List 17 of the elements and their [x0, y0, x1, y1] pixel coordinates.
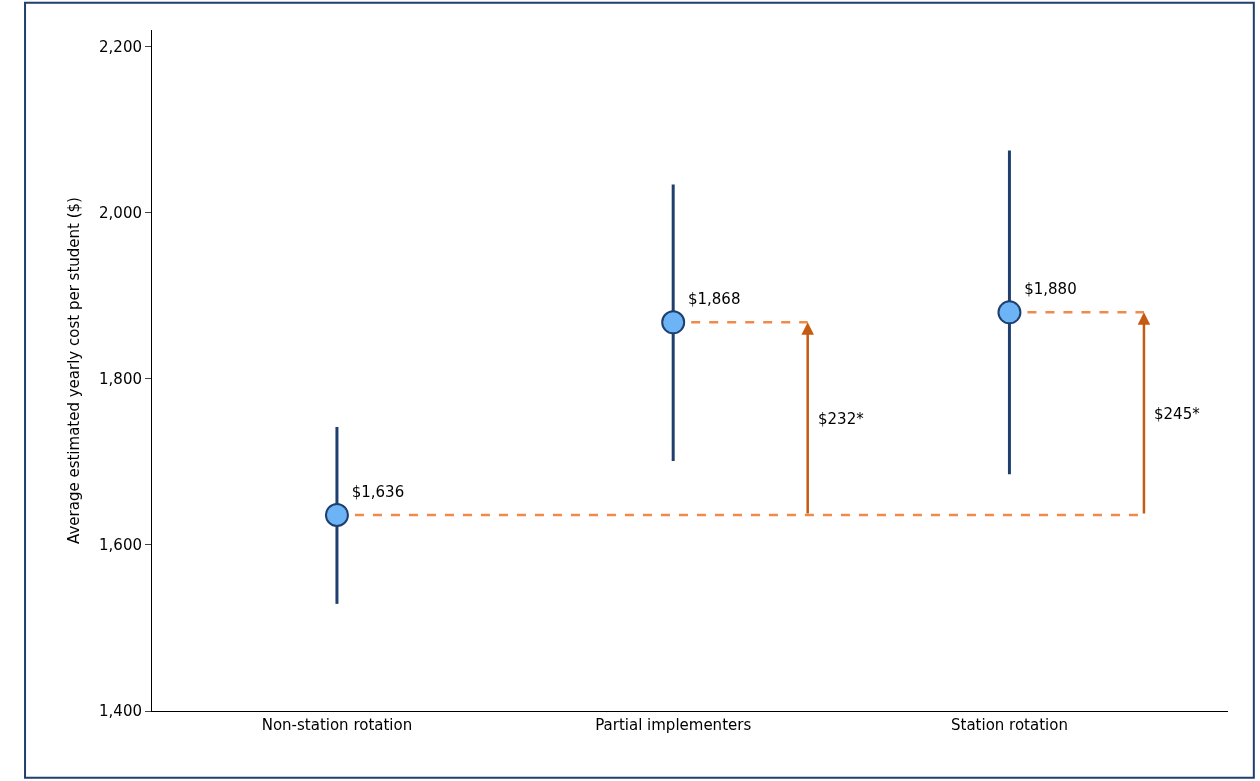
- x-tick-label: Partial implementers: [595, 716, 752, 734]
- annotation: $245*: [1154, 405, 1201, 423]
- y-tick-label: 1,800: [99, 370, 142, 389]
- y-tick-label: 1,400: [99, 702, 142, 721]
- x-tick-label: Station rotation: [950, 716, 1068, 734]
- y-axis-title: Average estimated yearly cost per student ($): [65, 197, 84, 544]
- point: [997, 300, 1022, 325]
- data-label: $1,880: [1024, 279, 1077, 298]
- y-tick-label: 2,200: [99, 37, 142, 56]
- point: [661, 310, 686, 335]
- data-label: $1,636: [351, 482, 405, 501]
- annotation: $232*: [818, 410, 865, 428]
- y-tick-label: 1,600: [99, 536, 142, 555]
- point: [324, 503, 349, 527]
- x-tick-label: Non-station rotation: [261, 716, 413, 734]
- y-tick-label: 2,000: [99, 203, 142, 222]
- data-label: $1,868: [687, 289, 741, 308]
